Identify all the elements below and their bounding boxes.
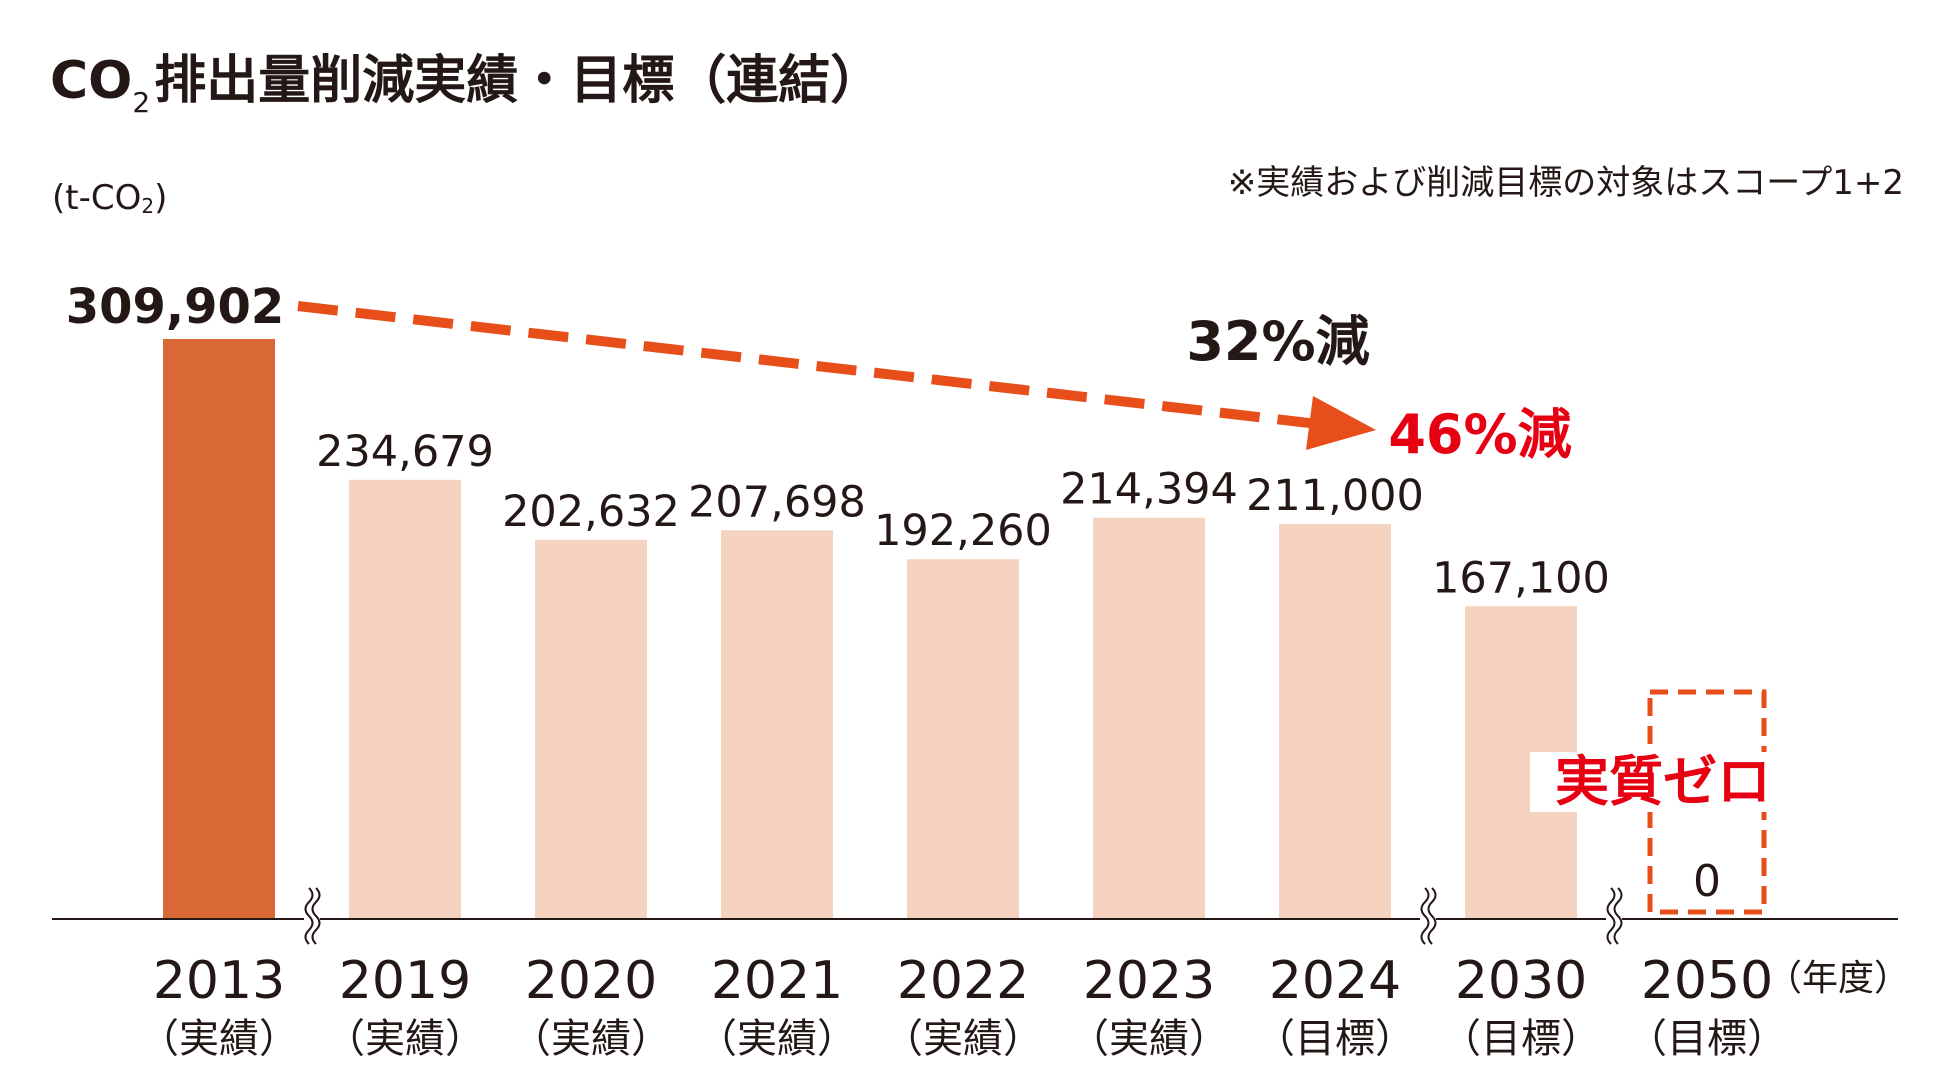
reduction-arrow-head	[1306, 396, 1376, 450]
bar-2021	[721, 530, 833, 919]
x-sublabel-2050: （目標）	[1627, 1016, 1787, 1062]
title-rest: 排出量削減実績・目標（連結）	[154, 51, 883, 111]
axis-break-mark-2	[1420, 887, 1430, 945]
bar-2023	[1093, 517, 1205, 919]
x-tick-2019: 2019	[339, 951, 471, 1011]
x-axis-unit: （年度）	[1766, 958, 1910, 999]
x-sublabel-2021: （実績）	[697, 1016, 857, 1062]
value-label-2021: 207,698	[688, 477, 866, 527]
x-sublabel-2019: （実績）	[325, 1016, 485, 1062]
x-tick-2022: 2022	[897, 951, 1029, 1011]
x-tick-2050: 2050	[1641, 951, 1773, 1011]
x-sublabel-2023: （実績）	[1069, 1016, 1229, 1062]
unit-subscript: 2	[141, 194, 155, 218]
x-sublabel-2030: （目標）	[1441, 1016, 1601, 1062]
net-zero-label-bg	[1530, 752, 1800, 812]
unit-suffix: )	[154, 178, 168, 218]
reduction-2024-label: 32%減	[1186, 310, 1369, 373]
x-tick-2021: 2021	[711, 951, 843, 1011]
x-tick-2024: 2024	[1269, 951, 1401, 1011]
reduction-2030-label: 46%減	[1388, 403, 1571, 466]
x-tick-2030: 2030	[1455, 951, 1587, 1011]
axis-break-mark-1b	[311, 887, 321, 945]
value-label-2050: 0	[1693, 856, 1721, 907]
value-label-2030: 167,100	[1432, 553, 1610, 603]
bar-2020	[535, 539, 647, 919]
x-tick-2020: 2020	[525, 951, 657, 1011]
axis-break-mark-2b	[1427, 887, 1437, 945]
value-label-2020: 202,632	[502, 487, 680, 537]
bar-2019	[349, 479, 461, 919]
x-sublabel-2022: （実績）	[883, 1016, 1043, 1062]
x-tick-2013: 2013	[153, 951, 285, 1011]
value-label-2022: 192,260	[874, 506, 1052, 556]
value-label-2019: 234,679	[316, 427, 494, 477]
title-subscript: 2	[132, 86, 151, 119]
reduction-trend-arrow	[297, 301, 1319, 429]
x-tick-2023: 2023	[1083, 951, 1215, 1011]
chart-title: CO2排出量削減実績・目標（連結）	[50, 38, 882, 119]
x-sublabel-2024: （目標）	[1255, 1016, 1415, 1062]
net-zero-label: 実質ゼロ	[1555, 750, 1771, 813]
axis-break-mark-1	[304, 887, 314, 945]
scope-note: ※実績および削減目標の対象はスコープ1+2	[1227, 163, 1904, 203]
value-label-2024: 211,000	[1246, 471, 1424, 521]
unit-prefix: (t-CO	[52, 178, 142, 218]
axis-break-mark-3b	[1613, 887, 1623, 945]
y-unit-label: (t-CO2)	[52, 178, 167, 218]
value-label-2013: 309,902	[66, 279, 285, 335]
bar-2024	[1279, 524, 1391, 919]
axis-break-mark-3	[1606, 887, 1616, 945]
title-prefix: CO	[50, 51, 133, 111]
bar-2013	[163, 339, 275, 919]
value-label-2023: 214,394	[1060, 465, 1238, 515]
x-sublabel-2013: （実績）	[139, 1016, 299, 1062]
bar-2022	[907, 559, 1019, 919]
x-sublabel-2020: （実績）	[511, 1016, 671, 1062]
